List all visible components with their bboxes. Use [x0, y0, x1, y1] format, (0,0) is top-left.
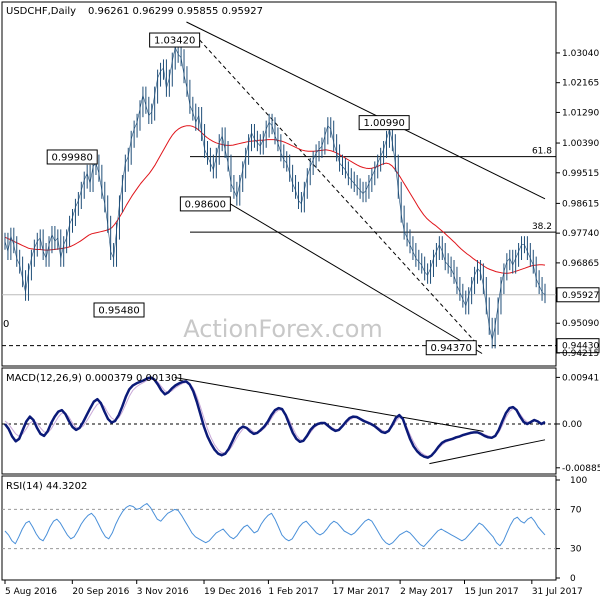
fib-label: 38.2: [532, 222, 552, 232]
ohlc-label: 0.96261 0.96299 0.95855 0.95927: [88, 6, 263, 17]
price-axis-label: 1.00390: [562, 139, 599, 149]
lower-channel-line: [230, 203, 483, 354]
x-axis-label: 2 May 2017: [400, 587, 453, 597]
callout-box: [179, 196, 231, 212]
callout-label: 0.99980: [52, 152, 93, 163]
callout-label: 0.95480: [98, 305, 139, 316]
x-axis-label: 5 Aug 2016: [5, 587, 57, 597]
rsi-line: [4, 503, 546, 548]
x-axis-label: 17 Mar 2017: [333, 587, 390, 597]
upper-channel-line: [186, 21, 546, 200]
macd-axis-label: 0.00: [562, 420, 582, 430]
macd-lower-trend-line: [429, 439, 546, 465]
axis-price-box: [556, 287, 600, 303]
left-cut-label: 0: [3, 319, 9, 330]
price-axis-label: 0.95927: [562, 291, 599, 301]
rsi-layer: [2, 503, 556, 550]
callout-box: [46, 149, 98, 165]
price-axis-label: 0.97740: [562, 229, 599, 239]
price-layer: 61.8 38.2 1.03420 0.99980 0.98600 0.95480 1.00…: [2, 21, 556, 356]
rsi-label: RSI(14) 44.3202: [6, 481, 87, 492]
callout-box: [93, 302, 145, 318]
price-axis-label: 1.01290: [562, 108, 599, 118]
price-panel-frame: [1, 1, 557, 367]
watermark-text: ActionForex.com: [183, 315, 383, 343]
callout-label: 0.94370: [431, 343, 472, 354]
callout-box: [149, 32, 201, 48]
price-axis-label: 0.94430: [562, 342, 599, 352]
macd-main-line: [3, 376, 546, 459]
price-axis-label: 0.95090: [562, 319, 599, 329]
callout-box: [358, 115, 410, 131]
x-axis-label: 20 Sep 2016: [72, 587, 129, 597]
price-axis-label: 0.99515: [562, 169, 599, 179]
x-axis-label: 19 Dec 2016: [204, 587, 262, 597]
price-axis-label: 1.03040: [562, 49, 599, 59]
price-axis-label: 0.98615: [562, 199, 599, 209]
rsi-axis-label: 70: [570, 505, 582, 515]
x-axis-label: 3 Nov 2016: [137, 587, 189, 597]
callout-box: [425, 340, 477, 356]
rsi-axis-label: 30: [570, 545, 582, 555]
price-axis-label: 0.94215: [562, 349, 599, 359]
callout-label: 0.98600: [185, 199, 226, 210]
macd-label: MACD(12,26,9) 0.000379 0.001301: [6, 373, 184, 384]
x-axis-label: 1 Feb 2017: [268, 587, 318, 597]
axis-price-box: [556, 338, 600, 354]
callout-label: 1.03420: [154, 36, 195, 47]
x-axis-label: 31 Jul 2017: [532, 587, 583, 597]
symbol-label: USDCHF,Daily: [6, 6, 76, 17]
macd-axis-label: 0.009411: [562, 373, 600, 383]
axis-layer: 1.03040 1.02165 1.01290 1.00390 0.99515 0.986…: [4, 49, 600, 597]
price-axis-label: 0.96865: [562, 259, 599, 269]
rsi-axis-label: 100: [570, 476, 587, 486]
fib-label: 61.8: [532, 147, 552, 157]
macd-layer: [2, 376, 556, 465]
macd-upper-trend-line: [174, 376, 484, 432]
callout-label: 1.00990: [363, 118, 404, 129]
macd-axis-label: -0.008852: [562, 464, 600, 474]
x-axis-label: 15 Jun 2017: [465, 587, 519, 597]
price-axis-label: 1.02165: [562, 79, 599, 89]
rsi-axis-label: 0: [570, 574, 576, 584]
